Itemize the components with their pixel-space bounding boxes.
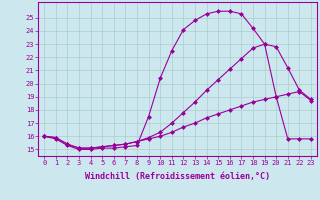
X-axis label: Windchill (Refroidissement éolien,°C): Windchill (Refroidissement éolien,°C) — [85, 172, 270, 181]
